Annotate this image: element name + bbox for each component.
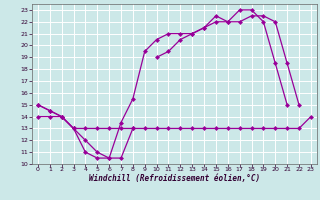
X-axis label: Windchill (Refroidissement éolien,°C): Windchill (Refroidissement éolien,°C) (89, 174, 260, 183)
